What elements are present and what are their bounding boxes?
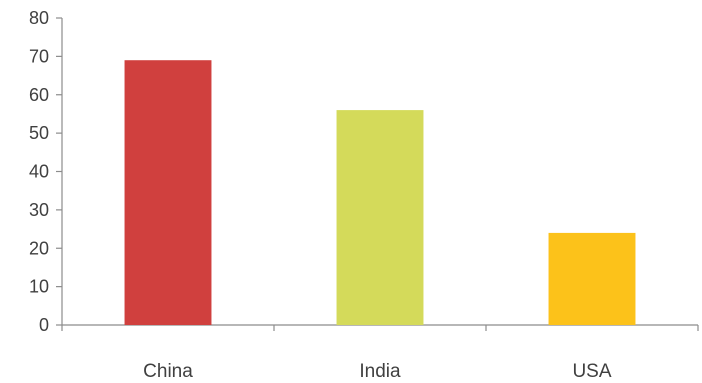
category-label: USA <box>572 361 611 382</box>
y-tick-label: 10 <box>29 277 49 297</box>
y-tick-label: 60 <box>29 85 49 105</box>
x-axis <box>61 324 699 331</box>
y-axis: 0 10 20 30 40 50 60 70 80 <box>29 8 63 335</box>
bar-usa <box>548 232 636 325</box>
y-tick-label: 30 <box>29 200 49 220</box>
y-tick-label: 40 <box>29 162 49 182</box>
bars <box>124 60 636 326</box>
y-tick-label: 20 <box>29 238 49 258</box>
category-labels: China India USA <box>143 361 612 382</box>
y-tick-label: 50 <box>29 123 49 143</box>
y-tick-label: 80 <box>29 8 49 28</box>
bar-china <box>124 60 212 326</box>
y-tick-label: 70 <box>29 46 49 66</box>
category-label: China <box>143 361 193 382</box>
category-label: India <box>359 361 401 382</box>
y-tick-label: 0 <box>39 315 49 335</box>
bar-india <box>336 110 424 325</box>
